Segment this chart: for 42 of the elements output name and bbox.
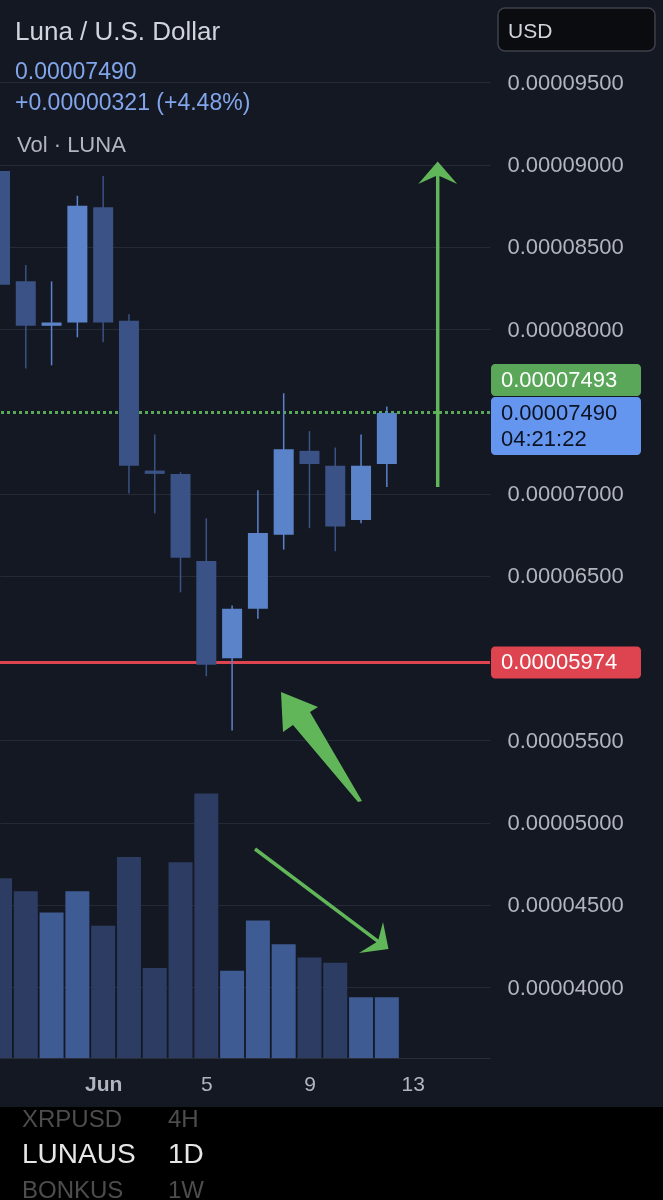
bar (91, 925, 116, 1058)
x-tick-label: 5 (200, 1071, 213, 1095)
candlestick (299, 430, 320, 529)
text: USD (508, 19, 553, 42)
y-tick-label: 0.00008500 (507, 234, 624, 260)
text: 0.00007490 (501, 400, 618, 425)
ref-line-label: 0.00005974 (501, 649, 618, 675)
y-tick-label: 0.00005000 (507, 810, 624, 836)
candlestick (41, 280, 62, 367)
candlestick (144, 433, 165, 515)
y-tick-label: 0.00009000 (507, 152, 624, 178)
text: XRPUSD (22, 1105, 123, 1132)
y-tick-label: 0.00004000 (507, 974, 624, 1000)
bar (349, 997, 374, 1058)
text: 1D (168, 1138, 204, 1169)
text: Luna / U.S. Dollar (15, 16, 221, 46)
annotation: +0.00000321 (+4.48%) (15, 89, 251, 115)
text: 4H (168, 1105, 199, 1132)
x-tick-label: 13 (401, 1071, 425, 1095)
text: LUNAUS (22, 1138, 136, 1169)
bar (245, 920, 270, 1058)
x-tick-label: Jun (84, 1071, 123, 1095)
chart-title: Vol · LUNA (17, 132, 127, 157)
text: BONKUS (22, 1176, 124, 1200)
bar (374, 997, 399, 1058)
y-tick-label: 0.00008000 (507, 316, 624, 342)
y-tick-label: 0.00007000 (507, 481, 624, 507)
y-tick-label: 0.00005500 (507, 727, 624, 753)
text: 0.00007490 (15, 58, 137, 84)
bar (323, 962, 348, 1058)
bar (297, 957, 322, 1058)
y-tick-label: 0.00004500 (507, 892, 624, 918)
bar (271, 944, 296, 1058)
bar (116, 856, 141, 1058)
text: 04:21:22 (501, 426, 587, 451)
y-tick-label: 0.00009500 (507, 69, 624, 95)
y-tick-label: 0.00006500 (507, 563, 624, 589)
ref-line-label: 0.00007493 (501, 367, 618, 392)
x-tick-label: 9 (304, 1071, 316, 1095)
text: 1W (168, 1176, 205, 1200)
bar (142, 968, 167, 1058)
bar (220, 970, 245, 1058)
